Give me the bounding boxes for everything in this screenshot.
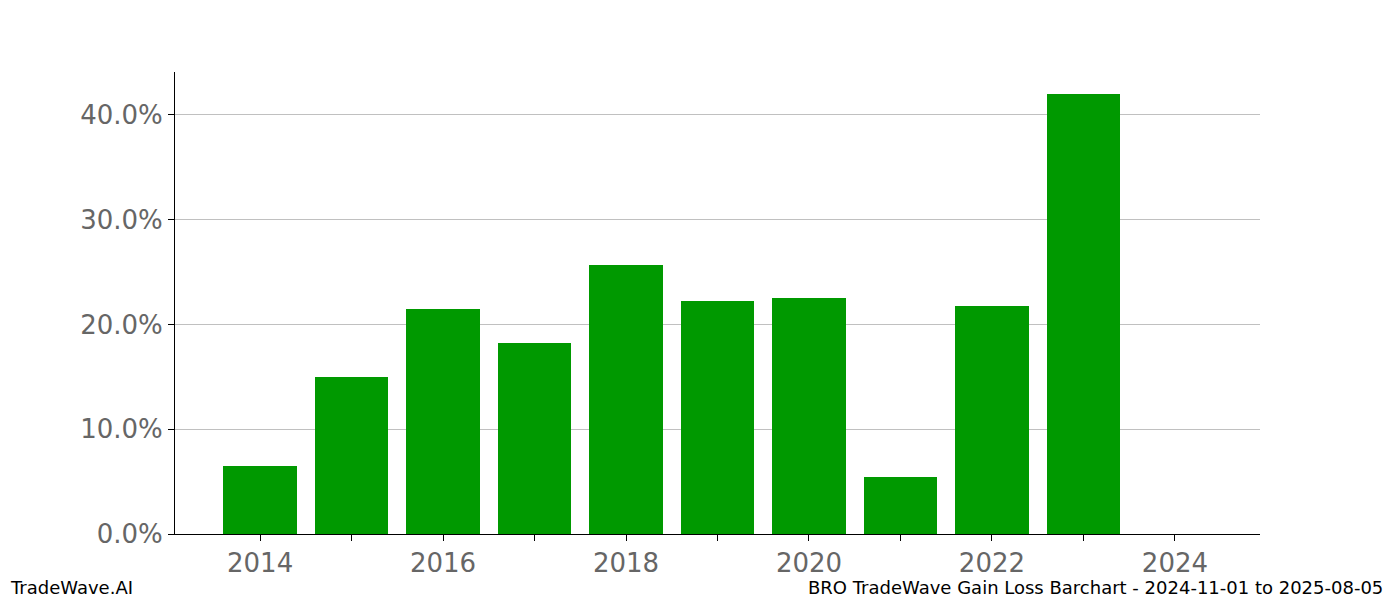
svg-text:2020: 2020 bbox=[776, 548, 842, 578]
svg-text:2024: 2024 bbox=[1142, 548, 1208, 578]
svg-text:2016: 2016 bbox=[410, 548, 476, 578]
svg-text:2014: 2014 bbox=[227, 548, 293, 578]
svg-text:10.0%: 10.0% bbox=[80, 414, 163, 444]
svg-text:2018: 2018 bbox=[593, 548, 659, 578]
svg-text:0.0%: 0.0% bbox=[97, 519, 163, 549]
svg-text:40.0%: 40.0% bbox=[80, 100, 163, 130]
svg-text:20.0%: 20.0% bbox=[80, 310, 163, 340]
svg-text:TradeWave.AI: TradeWave.AI bbox=[10, 577, 133, 598]
svg-text:2022: 2022 bbox=[959, 548, 1025, 578]
svg-text:BRO TradeWave Gain Loss Barcha: BRO TradeWave Gain Loss Barchart - 2024-… bbox=[808, 577, 1383, 598]
svg-text:30.0%: 30.0% bbox=[80, 205, 163, 235]
